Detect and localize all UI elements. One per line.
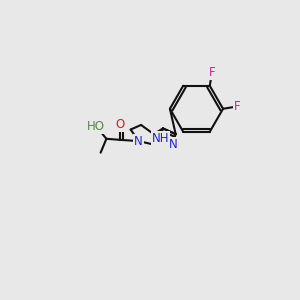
Text: F: F [209, 66, 215, 79]
Text: F: F [234, 100, 241, 113]
Text: N: N [134, 135, 143, 148]
Text: NH: NH [152, 132, 170, 145]
Text: N: N [169, 138, 178, 151]
Text: O: O [116, 118, 125, 131]
Text: HO: HO [87, 120, 105, 133]
